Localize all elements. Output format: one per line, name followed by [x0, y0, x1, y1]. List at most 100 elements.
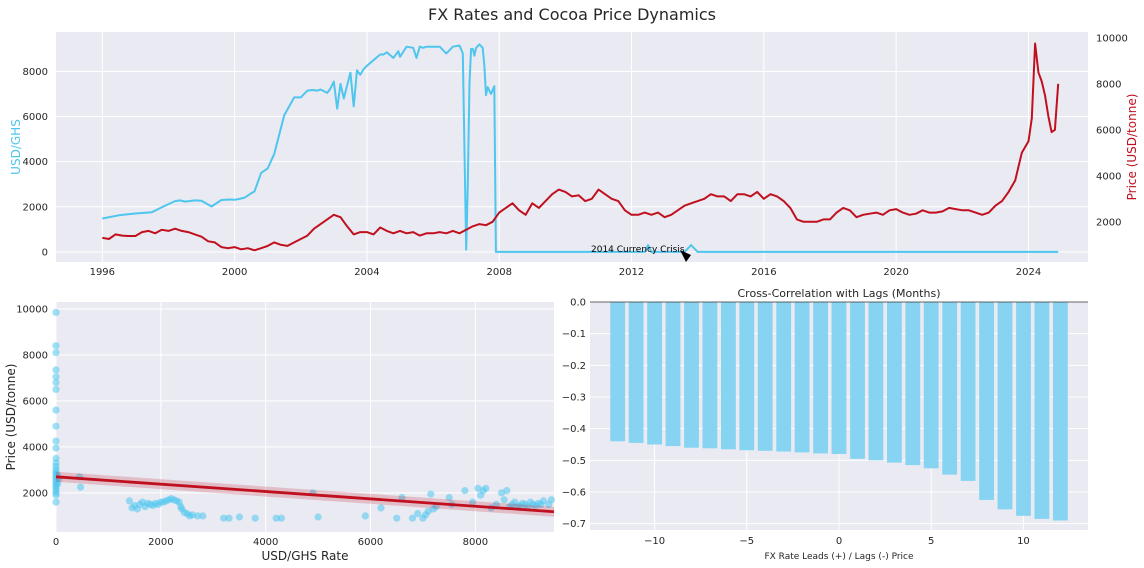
x-tick-label: 2020 [883, 267, 908, 278]
correlation-bar [647, 302, 662, 445]
xcorr-chart-title: Cross-Correlation with Lags (Months) [738, 287, 941, 300]
top-chart: 1996 2000 2004 2008 2012 2016 2020 2024 0 2000 40… [9, 32, 1139, 278]
correlation-bar [813, 302, 828, 454]
correlation-bar [665, 302, 681, 447]
y-tick-label: 8000 [23, 350, 48, 361]
y-tick-label: −0.1 [562, 329, 586, 340]
y-right-tick-label: 6000 [1096, 125, 1121, 136]
scatter-point [361, 512, 369, 520]
correlation-bar [850, 302, 865, 459]
y-tick-label: −0.4 [562, 424, 586, 435]
correlation-bar [702, 302, 718, 449]
scatter-point [225, 514, 233, 522]
scatter-point [414, 509, 422, 518]
x-tick-label: 8000 [463, 537, 488, 548]
scatter-point [277, 514, 285, 522]
scatter-point [314, 513, 322, 521]
scatter-chart-y-ticks: 2000 4000 6000 8000 10000 [16, 304, 48, 499]
annotation-arrowhead [680, 250, 691, 262]
x-tick-label: 2000 [222, 267, 247, 278]
y-tick-label: −0.7 [562, 519, 586, 530]
y-tick-label: −0.6 [562, 488, 586, 499]
fx-rate-line [102, 43, 1059, 253]
y-left-tick-label: 0 [42, 247, 48, 258]
scatter-point [52, 498, 60, 506]
scatter-point [235, 513, 244, 521]
y-right-tick-label: 8000 [1096, 79, 1121, 90]
correlation-bar [684, 302, 699, 448]
xcorr-chart-y-ticks: 0.0 −0.1 −0.2 −0.3 −0.4 −0.5 −0.6 −0.7 [562, 298, 586, 531]
x-tick-label: 2008 [487, 267, 512, 278]
scatter-point [52, 422, 60, 430]
scatter-point [547, 496, 556, 504]
scatter-chart-points [52, 308, 556, 522]
x-tick-label: 2016 [751, 267, 776, 278]
top-chart-y-ticks-right: 2000 4000 6000 8000 10000 [1096, 33, 1128, 228]
y-tick-label: −0.2 [562, 361, 586, 372]
scatter-point [539, 497, 548, 505]
correlation-bar [923, 302, 939, 469]
x-tick-label: 10 [1017, 536, 1030, 547]
x-tick-label: −5 [739, 536, 754, 547]
scatter-point [251, 514, 259, 522]
x-tick-label: 5 [928, 536, 934, 547]
correlation-bar [960, 302, 976, 481]
correlation-bar [831, 302, 847, 454]
scatter-point [52, 444, 60, 452]
correlation-bar [905, 302, 921, 466]
scatter-point [500, 496, 508, 504]
x-tick-label: 2024 [1016, 267, 1041, 278]
correlation-bar [942, 302, 958, 475]
top-chart-bg [56, 32, 1088, 262]
x-tick-label: 1996 [90, 267, 115, 278]
scatter-point [408, 514, 417, 522]
scatter-point [52, 491, 60, 499]
correlation-bar [757, 302, 773, 451]
scatter-point [461, 487, 469, 495]
correlation-bar [887, 302, 902, 463]
x-tick-label: 0 [836, 536, 842, 547]
top-chart-x-ticks: 1996 2000 2004 2008 2012 2016 2020 2024 [90, 267, 1042, 278]
scatter-point [393, 514, 401, 522]
scatter-point [220, 514, 228, 522]
correlation-bar [794, 302, 810, 453]
x-tick-label: 6000 [358, 537, 383, 548]
correlation-bar [868, 302, 884, 461]
y-tick-label: −0.5 [562, 456, 586, 467]
correlation-bar [1034, 302, 1050, 519]
correlation-bar [979, 302, 994, 500]
figure-suptitle: FX Rates and Cocoa Price Dynamics [428, 5, 716, 24]
scatter-point [427, 490, 435, 498]
scatter-point [445, 493, 453, 502]
scatter-point [377, 504, 385, 512]
scatter-point [52, 373, 60, 381]
y-right-tick-label: 10000 [1096, 33, 1128, 44]
xcorr-chart-x-label: FX Rate Leads (+) / Lags (-) Price [764, 552, 914, 562]
top-chart-series [102, 42, 1060, 253]
correlation-bar [610, 302, 626, 442]
scatter-point [469, 498, 477, 506]
x-tick-label: 2000 [148, 537, 173, 548]
correlation-bar [721, 302, 736, 450]
y-tick-label: −0.3 [562, 393, 586, 404]
scatter-point [193, 512, 202, 520]
y-left-tick-label: 8000 [23, 67, 48, 78]
y-right-tick-label: 2000 [1096, 217, 1121, 228]
y-tick-label: 6000 [23, 396, 48, 407]
correlation-bar [1053, 302, 1068, 521]
x-tick-label: 2012 [619, 267, 644, 278]
y-left-tick-label: 4000 [23, 157, 48, 168]
x-tick-label: 0 [53, 537, 59, 548]
price-line [102, 42, 1060, 252]
scatter-point [199, 512, 207, 520]
top-chart-y-label-right: Price (USD/tonne) [1125, 94, 1139, 201]
correlation-bar [776, 302, 792, 452]
scatter-point [52, 378, 60, 387]
scatter-point [52, 308, 60, 316]
scatter-point [52, 385, 60, 393]
scatter-point [52, 342, 60, 350]
top-chart-y-ticks-left: 0 2000 4000 6000 8000 [23, 67, 48, 258]
x-tick-label: −10 [644, 536, 665, 547]
top-chart-annotation: 2014 Currency Crisis [591, 245, 685, 255]
